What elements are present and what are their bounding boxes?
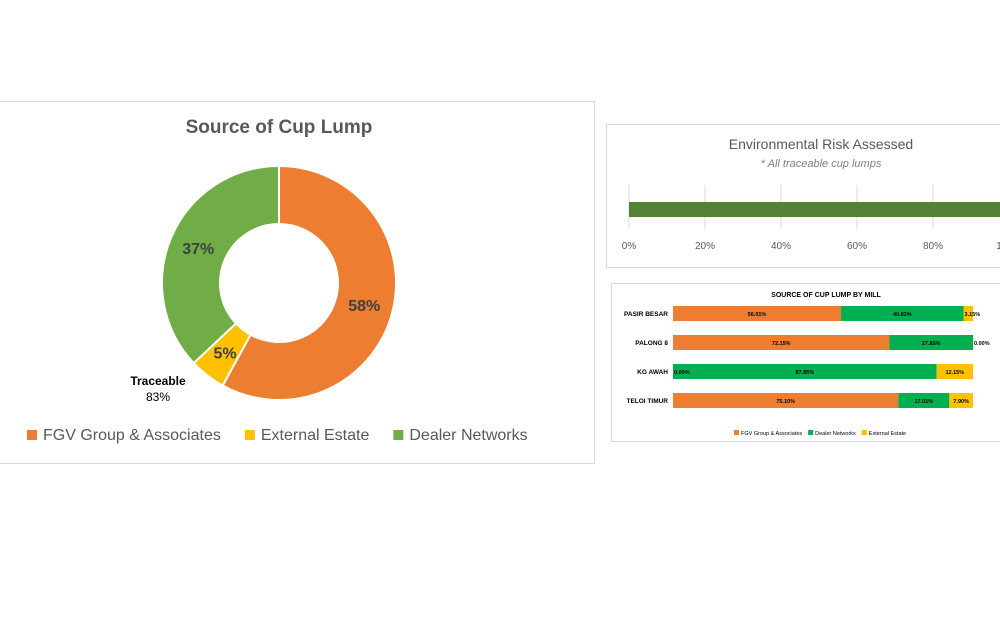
mill-category-label: PALONG 8 <box>635 340 668 347</box>
risk-bar <box>629 202 1000 217</box>
cup-lump-by-mill-chart: SOURCE OF CUP LUMP BY MILL PASIR BESAR PA… <box>611 283 1000 442</box>
mill-chart-svg: SOURCE OF CUP LUMP BY MILL PASIR BESAR PA… <box>624 292 990 437</box>
risk-tick-label: 20% <box>695 241 715 252</box>
mill-data-label: 3.15% <box>965 312 981 318</box>
mill-legend-label-fgv-group-associates: FGV Group & Associates <box>741 431 802 437</box>
mill-bar-fgv-group-associates <box>673 393 899 408</box>
risk-chart-svg: Environmental Risk Assessed * All tracea… <box>622 136 1000 252</box>
donut-slice-fgv-group-associates <box>221 164 397 401</box>
mill-bar-dealer-networks <box>673 364 937 379</box>
risk-tick-label: 40% <box>771 241 791 252</box>
mill-bar-dealer-networks <box>841 306 964 321</box>
mill-data-label: 7.90% <box>953 399 969 405</box>
mill-data-label: 87.85% <box>795 370 814 376</box>
risk-tick-label: 80% <box>923 241 943 252</box>
risk-chart-title: Environmental Risk Assessed <box>729 136 913 152</box>
legend-label-external-estate: External Estate <box>261 427 370 444</box>
mill-data-label: 72.15% <box>772 341 791 347</box>
mill-legend-swatch-dealer-networks <box>808 430 814 435</box>
mill-bar-external-estate <box>949 393 974 408</box>
mill-data-label: 56.01% <box>748 312 767 318</box>
mill-legend-swatch-external-estate <box>861 430 867 435</box>
mill-category-label: PASIR BESAR <box>624 311 668 318</box>
legend-label-fgv-group-associates: FGV Group & Associates <box>43 427 221 444</box>
mill-data-label: 12.15% <box>945 370 964 376</box>
risk-tick-label: 0% <box>622 241 637 252</box>
traceable-label: Traceable <box>130 374 186 388</box>
mill-data-label: 0.00% <box>974 341 990 347</box>
donut-data-label-fgv-group-associates: 58% <box>348 298 380 315</box>
donut-chart-title: Source of Cup Lump <box>186 117 373 138</box>
risk-tick-label: 60% <box>847 241 867 252</box>
mill-bar-external-estate <box>936 364 973 379</box>
risk-tick-label: 100% <box>996 241 1000 252</box>
donut-chart-svg: Source of Cup Lump 58% 5% 37% Traceable 83… <box>27 117 528 444</box>
legend-label-dealer-networks: Dealer Networks <box>409 427 527 444</box>
mill-data-label: 75.10% <box>776 399 795 405</box>
legend-swatch-dealer-networks <box>393 430 404 440</box>
mill-chart-title: SOURCE OF CUP LUMP BY MILL <box>771 292 881 299</box>
mill-category-label: TELOI TIMUR <box>626 398 668 405</box>
mill-legend-swatch-fgv-group-associates <box>734 430 739 435</box>
mill-legend-label-external-estate: External Estate <box>869 431 906 437</box>
mill-bar-external-estate <box>963 306 973 321</box>
mill-data-label: 17.01% <box>914 399 933 405</box>
donut-data-label-dealer-networks: 37% <box>182 241 214 258</box>
mill-legend-label-dealer-networks: Dealer Networks <box>815 431 856 437</box>
mill-bar-fgv-group-associates <box>673 335 890 350</box>
mill-bar-fgv-group-associates <box>673 306 842 321</box>
risk-chart-subtitle: * All traceable cup lumps <box>761 158 882 170</box>
mill-data-label: 0.00% <box>674 370 690 376</box>
mill-bar-dealer-networks <box>889 335 973 350</box>
mill-category-label: KG AWAH <box>637 369 668 376</box>
donut-slice-dealer-networks <box>161 164 280 365</box>
donut-data-label-external-estate: 5% <box>214 346 237 363</box>
legend-swatch-external-estate <box>244 430 255 440</box>
environmental-risk-chart: Environmental Risk Assessed * All tracea… <box>606 124 1000 268</box>
legend-swatch-fgv-group-associates <box>27 430 37 440</box>
mill-bar-dealer-networks <box>898 393 950 408</box>
traceable-value: 83% <box>146 390 170 404</box>
mill-data-label: 27.85% <box>922 341 941 347</box>
source-of-cup-lump-chart: Source of Cup Lump 58% 5% 37% Traceable 83… <box>0 101 595 464</box>
mill-data-label: 40.83% <box>893 312 912 318</box>
